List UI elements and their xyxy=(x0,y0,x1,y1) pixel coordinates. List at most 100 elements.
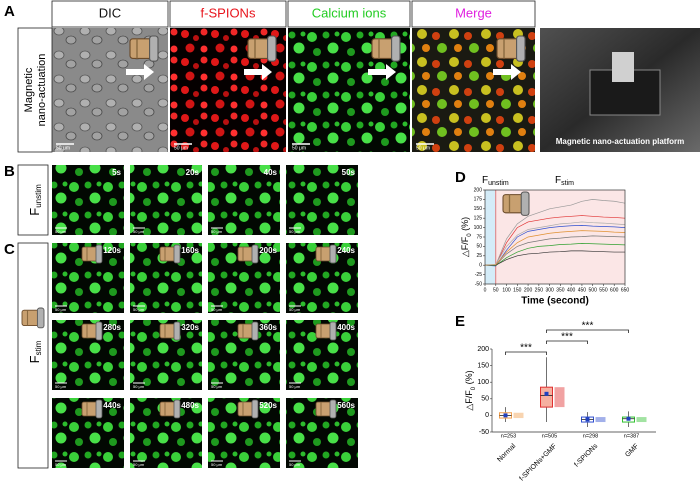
row-label-box xyxy=(17,27,53,153)
scale-label: 50 μm xyxy=(55,462,67,467)
time-label: 20s xyxy=(186,168,200,177)
y-axis-label: △F/F0 (%) xyxy=(464,370,476,410)
micrograph xyxy=(208,165,280,235)
text-suffix: (%) xyxy=(460,217,470,234)
magnet-cap xyxy=(173,321,181,341)
text-main: F xyxy=(482,175,488,186)
time-label: 50s xyxy=(342,168,356,177)
x-tick-label: Normal xyxy=(496,442,517,463)
arrow xyxy=(368,64,396,80)
trace-line xyxy=(485,215,626,266)
text-main: F xyxy=(555,175,561,186)
scale-label: 50 μm xyxy=(292,145,306,151)
n-label: n=253 xyxy=(501,433,516,439)
magnet-cap xyxy=(391,35,401,62)
time-label: 200s xyxy=(259,246,277,255)
magnet-icon xyxy=(502,191,530,216)
x-tick-label: 100 xyxy=(502,287,511,293)
trace-line xyxy=(484,230,626,266)
text-main: F xyxy=(27,208,42,216)
magnet-icon xyxy=(159,399,181,419)
magnet-cap xyxy=(329,399,337,419)
panel-label: B xyxy=(4,163,15,180)
column-header-box xyxy=(169,0,287,28)
time-label: 5s xyxy=(112,168,121,177)
magnet-cap xyxy=(36,307,45,329)
x-axis-label: Time (second) xyxy=(521,296,589,307)
scatter-strip xyxy=(513,412,524,419)
y-tick-label: 150 xyxy=(474,206,483,212)
scale-label: 50 μm xyxy=(55,229,67,234)
x-tick-label: 0 xyxy=(484,287,487,293)
mean-marker xyxy=(585,417,590,422)
magnet-icon xyxy=(237,321,259,341)
x-tick-label: f-SPIONs xyxy=(573,442,599,468)
magnet-icon xyxy=(315,321,337,341)
micrograph xyxy=(52,165,124,235)
scale-label: 50 μm xyxy=(211,307,223,312)
n-label: n=505 xyxy=(542,433,557,439)
significance-bracket xyxy=(505,351,547,355)
magnet-cap xyxy=(251,321,259,341)
scale-label: 50 μm xyxy=(211,229,223,234)
y-tick-label: 50 xyxy=(476,244,482,250)
magnet-cap xyxy=(95,321,103,341)
micrograph xyxy=(286,165,358,235)
magnet-icon xyxy=(247,35,277,62)
y-tick-label: 75 xyxy=(476,234,482,240)
magnet-icon xyxy=(81,321,103,341)
x-tick-label: 600 xyxy=(610,287,619,293)
x-tick-label: 550 xyxy=(599,287,608,293)
y-tick-label: 200 xyxy=(477,346,489,353)
magnet-cap xyxy=(329,321,337,341)
mean-marker xyxy=(544,391,549,396)
row-label: nano-actuation xyxy=(36,54,48,127)
arrow xyxy=(493,64,521,80)
trace-line xyxy=(484,224,626,267)
scale-label: 50 μm xyxy=(55,384,67,389)
panel-label: C xyxy=(4,241,15,258)
magnet-cap xyxy=(95,244,103,264)
y-tick-label: -50 xyxy=(475,281,482,287)
mean-marker xyxy=(626,416,631,421)
x-tick-label: 450 xyxy=(578,287,587,293)
column-header: Merge xyxy=(455,5,492,20)
scale-label: 50 μm xyxy=(174,145,188,151)
scale-label: 50 μm xyxy=(416,145,430,151)
significance-bracket xyxy=(546,340,588,344)
time-label: 360s xyxy=(259,323,277,332)
magnet-body xyxy=(81,401,99,417)
scale-label: 50 μm xyxy=(133,307,145,312)
x-tick-label: 500 xyxy=(589,287,598,293)
scale-label: 50 μm xyxy=(133,229,145,234)
magnet-icon xyxy=(496,35,526,62)
y-tick-label: 200 xyxy=(474,187,483,193)
x-tick-label: 150 xyxy=(513,287,522,293)
column-header: f-SPIONs xyxy=(201,5,256,20)
annotation: Fstim xyxy=(555,175,574,187)
scatter-strip xyxy=(595,417,606,423)
y-tick-label: 50 xyxy=(481,396,489,403)
n-label: n=387 xyxy=(624,433,639,439)
y-tick-label: 175 xyxy=(474,197,483,203)
x-tick-label: 400 xyxy=(567,287,576,293)
micrograph xyxy=(130,165,202,235)
arrow xyxy=(126,64,154,80)
magnet-icon xyxy=(81,244,103,264)
x-tick-label: f-SPIONs+GMF xyxy=(518,443,558,481)
magnet-cap xyxy=(251,399,259,419)
panel-label: E xyxy=(455,313,465,330)
column-header-box xyxy=(287,0,411,28)
scale-label: 50 μm xyxy=(289,307,301,312)
scale-label: 50 μm xyxy=(289,462,301,467)
text-main: △F/F xyxy=(464,390,474,411)
magnet-body xyxy=(502,194,525,214)
panel-label: A xyxy=(4,3,15,20)
time-label: 160s xyxy=(181,246,199,255)
magnet-body xyxy=(81,323,99,339)
x-tick-label: 250 xyxy=(535,287,544,293)
y-tick-label: 150 xyxy=(477,362,489,369)
magnet-icon xyxy=(371,35,401,62)
text-main: F xyxy=(27,355,42,363)
